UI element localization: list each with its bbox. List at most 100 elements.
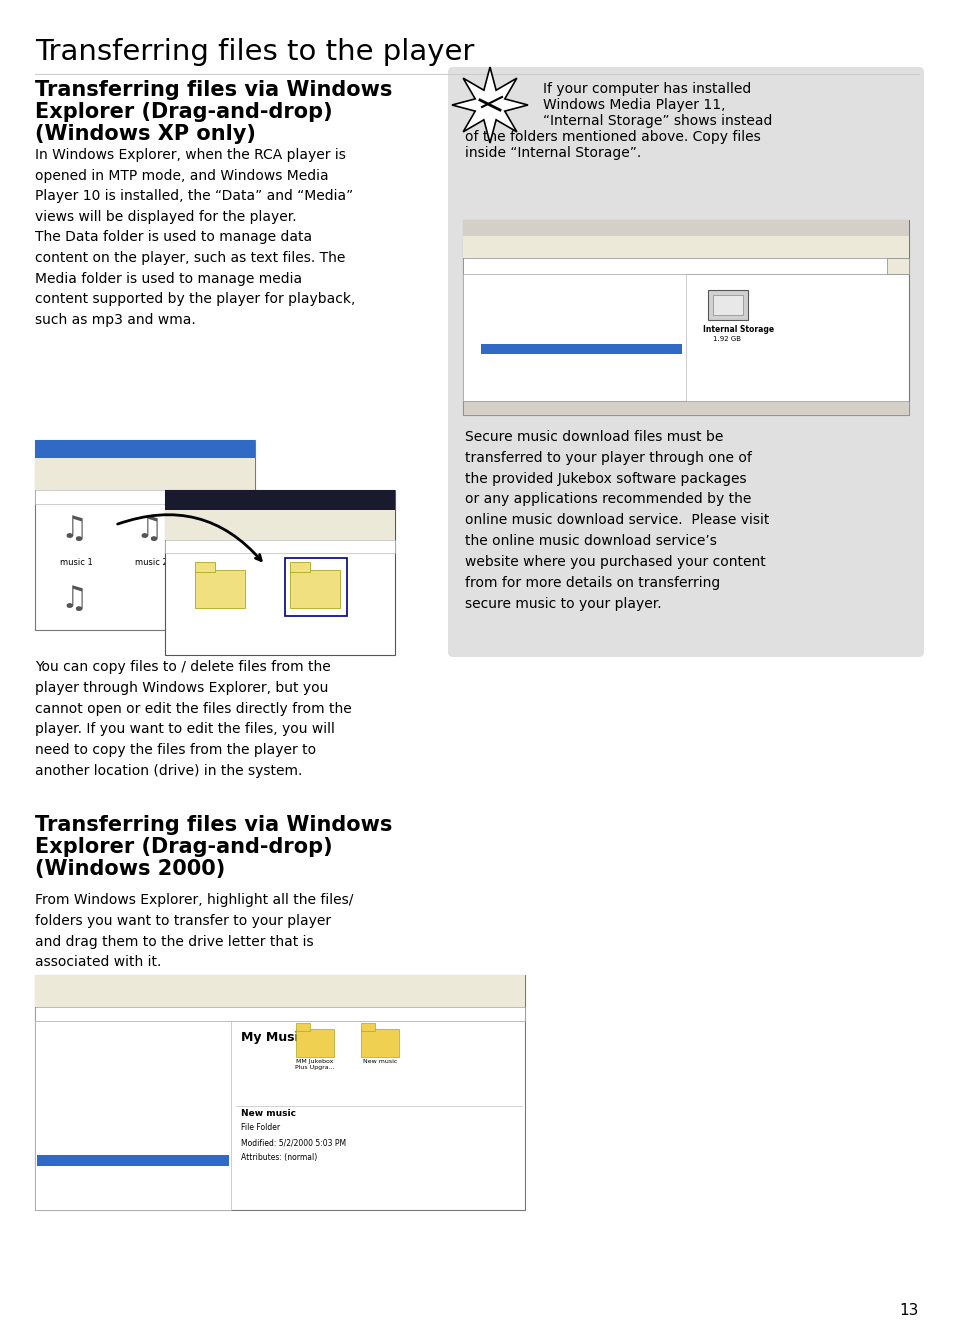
FancyBboxPatch shape bbox=[35, 440, 254, 630]
Text: Address   My Computer [RN2800]: Address My Computer [RN2800] bbox=[465, 260, 594, 269]
FancyBboxPatch shape bbox=[290, 561, 310, 572]
FancyBboxPatch shape bbox=[165, 490, 395, 511]
FancyBboxPatch shape bbox=[462, 259, 908, 273]
FancyBboxPatch shape bbox=[165, 540, 395, 553]
Text: Go: Go bbox=[892, 260, 902, 269]
FancyBboxPatch shape bbox=[35, 490, 254, 504]
Text: Explorer (Drag-and-drop): Explorer (Drag-and-drop) bbox=[35, 838, 333, 858]
Text: 3½ Floppy (A:): 3½ Floppy (A:) bbox=[58, 1104, 114, 1114]
FancyBboxPatch shape bbox=[713, 295, 742, 315]
Text: ▸ My Computer: ▸ My Computer bbox=[49, 1091, 107, 1100]
Text: Compact Discs (D:): Compact Discs (D:) bbox=[58, 1130, 132, 1139]
Text: Music Folder: Music Folder bbox=[57, 442, 117, 452]
Text: x: x bbox=[219, 1024, 223, 1033]
Text: Windows Media Player 11,: Windows Media Player 11, bbox=[542, 98, 724, 113]
Text: My Music: My Music bbox=[241, 1030, 306, 1044]
Text: □ → Internal Storage: □ → Internal Storage bbox=[490, 356, 563, 362]
Text: New music: New music bbox=[241, 1110, 295, 1118]
Text: Internal Storage: Internal Storage bbox=[702, 326, 774, 334]
Text: (Windows 2000): (Windows 2000) bbox=[35, 859, 225, 879]
Text: Secure music download files must be
transferred to your player through one of
th: Secure music download files must be tran… bbox=[464, 430, 768, 611]
Text: JET: JET bbox=[168, 493, 184, 502]
FancyBboxPatch shape bbox=[165, 511, 395, 523]
Text: □: □ bbox=[224, 442, 232, 452]
Text: Folders: Folders bbox=[465, 277, 497, 285]
Text: Attributes: (normal): Attributes: (normal) bbox=[241, 1152, 317, 1162]
Text: Address  C:\Documents and Settings\...: Address C:\Documents and Settings\... bbox=[38, 492, 146, 497]
Text: Modified: 5/2/2000 5:03 PM: Modified: 5/2/2000 5:03 PM bbox=[241, 1138, 346, 1147]
Text: You can copy files to / delete files from the
player through Windows Explorer, b: You can copy files to / delete files fro… bbox=[35, 661, 352, 779]
Text: Transferring files via Windows: Transferring files via Windows bbox=[35, 815, 392, 835]
Text: File  Edit  View  Favorites  Tools  Help: File Edit View Favorites Tools Help bbox=[38, 976, 167, 982]
Text: X: X bbox=[237, 442, 244, 452]
Text: 1.92 GB: 1.92 GB bbox=[713, 336, 740, 342]
Polygon shape bbox=[452, 67, 527, 143]
FancyBboxPatch shape bbox=[462, 273, 685, 401]
Text: Transferring files via Windows: Transferring files via Windows bbox=[35, 80, 392, 100]
Text: ♫: ♫ bbox=[60, 515, 88, 544]
Text: ♫: ♫ bbox=[60, 586, 88, 614]
Text: □ Record: □ Record bbox=[497, 378, 530, 385]
FancyBboxPatch shape bbox=[462, 220, 908, 236]
Text: □ My Documents: □ My Documents bbox=[474, 302, 535, 307]
FancyBboxPatch shape bbox=[35, 989, 524, 1006]
FancyBboxPatch shape bbox=[707, 289, 747, 320]
Text: Address  My Computer\...: Address My Computer\... bbox=[168, 541, 248, 547]
Text: Local Disk (C:): Local Disk (C:) bbox=[58, 1118, 112, 1126]
Text: File  Edit  View  Favorites  Tools  Help: File Edit View Favorites Tools Help bbox=[38, 460, 153, 464]
FancyBboxPatch shape bbox=[886, 259, 908, 273]
Text: Desktop: Desktop bbox=[40, 1038, 71, 1048]
Text: Back  ►    ↑    Search   Folders   ▦: Back ► ↑ Search Folders ▦ bbox=[467, 239, 610, 248]
Text: inside “Internal Storage”.: inside “Internal Storage”. bbox=[464, 146, 640, 159]
Text: New music: New music bbox=[362, 1059, 396, 1064]
FancyBboxPatch shape bbox=[35, 976, 524, 1210]
Text: (Windows XP only): (Windows XP only) bbox=[35, 125, 255, 143]
Text: ◄ Back  ►   ↑   Search: ◄ Back ► ↑ Search bbox=[38, 474, 115, 481]
Text: music 1: music 1 bbox=[60, 557, 92, 567]
Text: MM Jukebox
Plus Upgra...: MM Jukebox Plus Upgra... bbox=[294, 1059, 335, 1069]
Text: Folders: Folders bbox=[38, 1024, 70, 1033]
Text: If your computer has installed: If your computer has installed bbox=[542, 82, 750, 96]
Text: In Windows Explorer, when the RCA player is
opened in MTP mode, and Windows Medi: In Windows Explorer, when the RCA player… bbox=[35, 147, 355, 327]
Text: 13: 13 bbox=[899, 1302, 918, 1319]
Text: Transferring files to the player: Transferring files to the player bbox=[35, 38, 474, 66]
Text: □ My Network Places: □ My Network Places bbox=[474, 389, 548, 395]
FancyBboxPatch shape bbox=[35, 458, 254, 472]
FancyBboxPatch shape bbox=[165, 490, 395, 655]
Text: _: _ bbox=[210, 442, 214, 452]
Text: “Internal Storage” shows instead: “Internal Storage” shows instead bbox=[542, 114, 772, 129]
FancyBboxPatch shape bbox=[290, 570, 339, 608]
Text: Recycle Bin…: Recycle Bin… bbox=[49, 1182, 100, 1191]
Text: □ ≡ C:: □ ≡ C: bbox=[481, 323, 506, 330]
Text: Explorer (Drag-and-drop): Explorer (Drag-and-drop) bbox=[35, 102, 333, 122]
FancyBboxPatch shape bbox=[165, 523, 395, 540]
FancyBboxPatch shape bbox=[35, 440, 254, 458]
Text: ● Desktop: ● Desktop bbox=[465, 289, 502, 296]
FancyBboxPatch shape bbox=[35, 976, 524, 989]
Text: of the folders mentioned above. Copy files: of the folders mentioned above. Copy fil… bbox=[464, 130, 760, 143]
FancyBboxPatch shape bbox=[360, 1022, 375, 1030]
Text: Media: Media bbox=[294, 612, 321, 620]
Text: □ Playlists: □ Playlists bbox=[497, 367, 535, 373]
FancyBboxPatch shape bbox=[462, 401, 908, 415]
Text: ■ JET: ■ JET bbox=[481, 344, 503, 351]
Text: ■: ■ bbox=[38, 442, 46, 452]
FancyBboxPatch shape bbox=[35, 1006, 524, 1021]
FancyBboxPatch shape bbox=[295, 1029, 334, 1057]
Text: My Pictures: My Pictures bbox=[67, 1077, 111, 1087]
Text: File  Edit  View  Favorites  Tools  Help: File Edit View Favorites Tools Help bbox=[168, 511, 284, 516]
Text: ▸ My Documents: ▸ My Documents bbox=[49, 1052, 112, 1061]
Text: ▸ My Music: ▸ My Music bbox=[58, 1065, 99, 1073]
Text: File  Edit  View  Favorites  Tools  Help: File Edit View Favorites Tools Help bbox=[465, 221, 595, 226]
Text: Address  C:\Documents and Settings\My\My Documents\My Music: Address C:\Documents and Settings\My\My … bbox=[38, 1009, 267, 1014]
FancyBboxPatch shape bbox=[37, 1155, 229, 1166]
Text: ♫: ♫ bbox=[135, 515, 162, 544]
Text: ◄ Back        Search: ◄ Back Search bbox=[168, 527, 234, 532]
Text: music 2: music 2 bbox=[135, 557, 168, 567]
FancyBboxPatch shape bbox=[295, 1022, 310, 1030]
FancyBboxPatch shape bbox=[448, 67, 923, 657]
FancyBboxPatch shape bbox=[35, 472, 254, 490]
FancyBboxPatch shape bbox=[194, 561, 214, 572]
Text: File Folder: File Folder bbox=[241, 1123, 280, 1132]
FancyBboxPatch shape bbox=[462, 220, 908, 415]
